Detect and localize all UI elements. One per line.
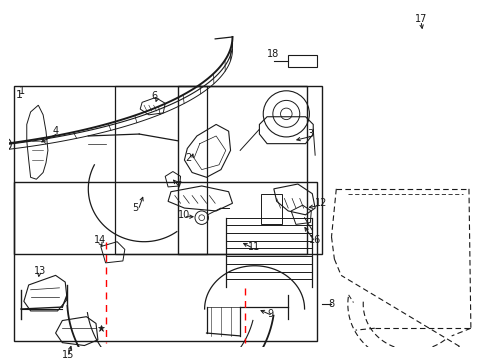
Text: 17: 17 <box>414 14 427 24</box>
Text: 18: 18 <box>266 49 279 59</box>
Text: 5: 5 <box>132 203 139 213</box>
Text: 2: 2 <box>185 153 191 163</box>
Text: 6: 6 <box>151 91 158 100</box>
Text: 9: 9 <box>266 309 273 319</box>
Text: 16: 16 <box>309 235 321 245</box>
Bar <box>261 194 282 224</box>
Text: 10: 10 <box>177 210 189 220</box>
Text: 11: 11 <box>247 242 260 252</box>
Bar <box>14 182 316 341</box>
Bar <box>287 55 316 67</box>
Text: 1: 1 <box>16 90 23 100</box>
Bar <box>115 86 206 254</box>
Text: 8: 8 <box>328 299 334 309</box>
Text: 13: 13 <box>34 266 46 275</box>
Text: 15: 15 <box>62 350 75 360</box>
Bar <box>177 86 321 254</box>
Text: 4: 4 <box>53 126 59 136</box>
Text: 3: 3 <box>307 129 313 139</box>
Text: 14: 14 <box>94 235 106 245</box>
Text: 1: 1 <box>19 86 25 96</box>
Text: 7: 7 <box>174 181 181 191</box>
Text: 12: 12 <box>314 198 327 208</box>
Bar <box>14 86 307 254</box>
